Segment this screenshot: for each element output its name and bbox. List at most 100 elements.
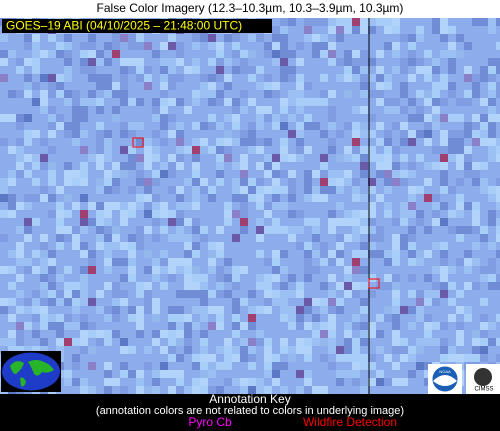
imagery-pixel [384,98,392,106]
imagery-pixel [200,226,208,234]
imagery-pixel [232,138,240,146]
imagery-pixel [224,338,232,346]
imagery-pixel [472,18,480,26]
imagery-pixel [24,114,32,122]
satellite-imagery [0,18,500,394]
imagery-pixel [144,162,152,170]
imagery-pixel [136,74,144,82]
imagery-pixel [288,354,296,362]
imagery-pixel [264,106,272,114]
imagery-pixel [0,266,8,274]
imagery-pixel [384,26,392,34]
imagery-pixel [392,178,400,186]
imagery-pixel [136,122,144,130]
imagery-pixel [376,74,384,82]
imagery-pixel [472,258,480,266]
imagery-pixel [304,82,312,90]
imagery-pixel [200,234,208,242]
imagery-pixel [168,170,176,178]
imagery-pixel [224,82,232,90]
imagery-pixel [168,234,176,242]
imagery-pixel [344,50,352,58]
imagery-pixel [472,178,480,186]
imagery-pixel [272,90,280,98]
imagery-pixel [392,218,400,226]
imagery-pixel [408,226,416,234]
imagery-pixel [408,74,416,82]
imagery-pixel [344,210,352,218]
imagery-pixel [392,322,400,330]
imagery-pixel [360,282,368,290]
imagery-pixel [168,218,176,226]
imagery-pixel [8,146,16,154]
imagery-pixel [104,258,112,266]
imagery-pixel [392,26,400,34]
imagery-pixel [40,154,48,162]
imagery-pixel [440,290,448,298]
imagery-pixel [32,82,40,90]
imagery-pixel [48,194,56,202]
imagery-pixel [64,50,72,58]
imagery-pixel [152,314,160,322]
imagery-pixel [384,146,392,154]
imagery-pixel [160,98,168,106]
imagery-pixel [200,386,208,394]
imagery-pixel [272,122,280,130]
imagery-pixel [80,106,88,114]
imagery-pixel [128,146,136,154]
imagery-pixel [496,82,500,90]
imagery-pixel [352,362,360,370]
imagery-pixel [344,234,352,242]
imagery-pixel [344,322,352,330]
imagery-pixel [496,178,500,186]
imagery-pixel [120,90,128,98]
imagery-pixel [344,178,352,186]
imagery-pixel [416,338,424,346]
globe-ocean [2,352,60,391]
imagery-pixel [216,154,224,162]
imagery-pixel [488,90,496,98]
imagery-pixel [72,202,80,210]
imagery-pixel [432,290,440,298]
imagery-pixel [200,74,208,82]
imagery-pixel [352,194,360,202]
imagery-pixel [184,314,192,322]
imagery-pixel [152,98,160,106]
imagery-pixel [360,66,368,74]
imagery-pixel [24,218,32,226]
imagery-pixel [496,282,500,290]
imagery-pixel [240,186,248,194]
imagery-pixel [248,386,256,394]
imagery-pixel [104,362,112,370]
imagery-pixel [216,178,224,186]
imagery-pixel [128,242,136,250]
imagery-pixel [408,186,416,194]
imagery-pixel [192,266,200,274]
imagery-pixel [320,338,328,346]
imagery-pixel [136,42,144,50]
imagery-pixel [176,122,184,130]
imagery-pixel [384,42,392,50]
imagery-pixel [312,42,320,50]
imagery-pixel [0,50,8,58]
imagery-pixel [32,266,40,274]
imagery-pixel [104,74,112,82]
imagery-pixel [376,122,384,130]
imagery-pixel [480,114,488,122]
imagery-pixel [304,18,312,26]
imagery-pixel [8,194,16,202]
imagery-pixel [56,218,64,226]
imagery-pixel [360,122,368,130]
imagery-pixel [208,386,216,394]
imagery-pixel [320,306,328,314]
imagery-pixel [344,330,352,338]
imagery-pixel [360,386,368,394]
imagery-pixel [240,90,248,98]
imagery-pixel [296,282,304,290]
imagery-pixel [192,138,200,146]
imagery-pixel [496,66,500,74]
imagery-pixel [352,66,360,74]
imagery-pixel [360,218,368,226]
imagery-pixel [152,130,160,138]
imagery-pixel [240,386,248,394]
